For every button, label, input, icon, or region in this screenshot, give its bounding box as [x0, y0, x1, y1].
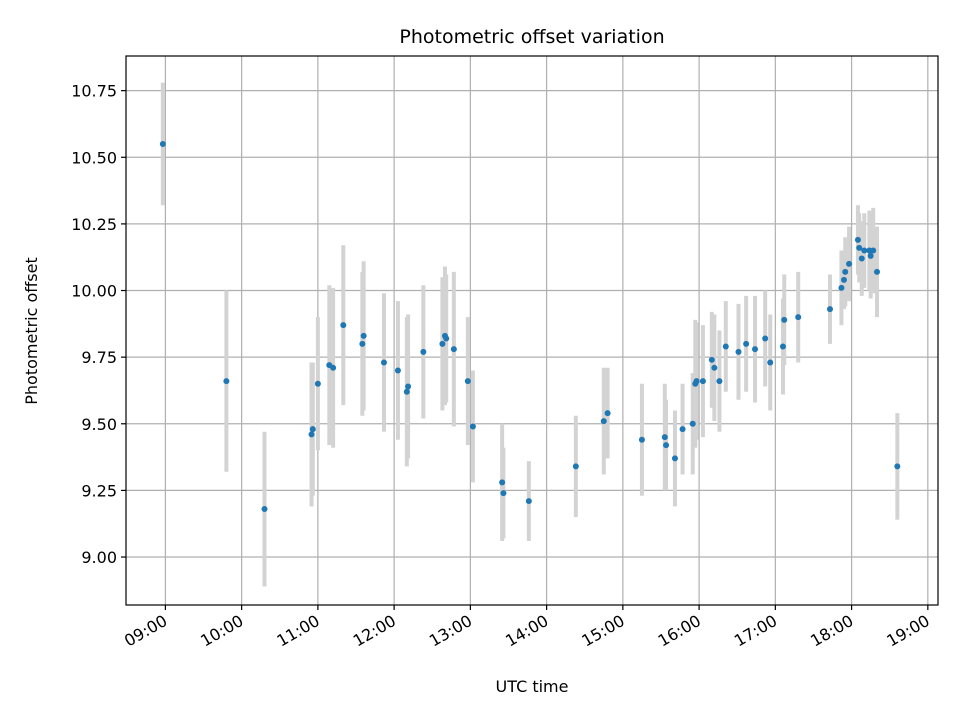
data-point [159, 140, 166, 147]
data-point [861, 247, 868, 254]
data-point [854, 236, 861, 243]
data-point [752, 346, 759, 353]
y-tick-label: 10.00 [71, 282, 117, 301]
data-point [663, 442, 670, 449]
grid-lines [126, 56, 938, 605]
data-point [604, 410, 611, 417]
data-point [762, 335, 769, 342]
data-point [689, 420, 696, 427]
data-point [261, 506, 268, 513]
data-point [525, 498, 532, 505]
data-point [671, 455, 678, 462]
data-point [795, 314, 802, 321]
data-point [420, 348, 427, 355]
data-point [223, 378, 230, 385]
data-point [403, 388, 410, 395]
data-point [638, 436, 645, 443]
data-point [711, 364, 718, 371]
data-point [314, 380, 321, 387]
data-point [743, 340, 750, 347]
y-tick-label: 10.25 [71, 215, 117, 234]
data-point [699, 378, 706, 385]
plot-frame [125, 55, 939, 606]
data-point [735, 348, 742, 355]
data-point [779, 343, 786, 350]
data-point [308, 431, 315, 438]
data-point [469, 423, 476, 430]
data-point [443, 335, 450, 342]
data-point [842, 268, 849, 275]
data-point [722, 343, 729, 350]
data-point [693, 378, 700, 385]
y-tick-label: 10.75 [71, 82, 117, 101]
data-point [716, 378, 723, 385]
data-point [600, 418, 607, 425]
data-point [572, 463, 579, 470]
data-point [661, 434, 668, 441]
data-point [838, 284, 845, 291]
data-point [856, 244, 863, 251]
y-tick-label: 9.00 [81, 548, 117, 567]
data-point [867, 252, 874, 259]
data-point [340, 322, 347, 329]
data-point [360, 332, 367, 339]
data-points [159, 140, 901, 513]
data-point [874, 268, 881, 275]
y-tick-label: 9.25 [81, 481, 117, 500]
data-point [858, 255, 865, 262]
data-point [394, 367, 401, 374]
data-point [359, 340, 366, 347]
data-point [330, 364, 337, 371]
data-point [439, 340, 446, 347]
chart-title: Photometric offset variation [399, 26, 664, 48]
data-point [405, 383, 412, 390]
data-point [499, 479, 506, 486]
data-point [450, 346, 457, 353]
data-point [840, 276, 847, 283]
data-point [679, 426, 686, 433]
data-point [309, 426, 316, 433]
data-point [767, 359, 774, 366]
data-point [846, 260, 853, 267]
y-axis-label: Photometric offset [22, 257, 41, 405]
data-point [708, 356, 715, 363]
data-point [894, 463, 901, 470]
data-point [380, 359, 387, 366]
x-axis-label: UTC time [496, 677, 569, 696]
data-point [870, 247, 877, 254]
data-point [781, 316, 788, 323]
data-point [826, 306, 833, 313]
y-tick-label: 9.50 [81, 415, 117, 434]
y-tick-label: 9.75 [81, 348, 117, 367]
data-point [464, 378, 471, 385]
data-point [500, 490, 507, 497]
y-tick-label: 10.50 [71, 148, 117, 167]
